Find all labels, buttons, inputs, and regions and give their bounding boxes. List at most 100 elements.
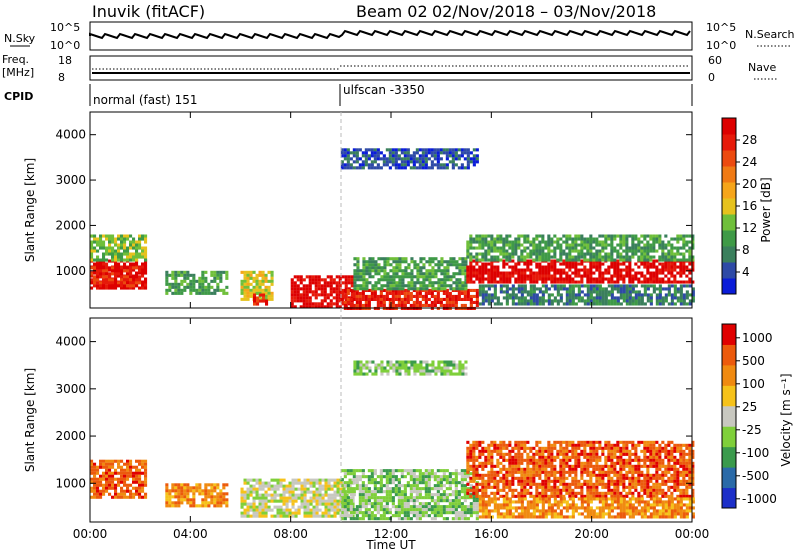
heatmap-cell xyxy=(132,268,136,272)
heatmap-cell xyxy=(383,260,387,264)
heatmap-cell xyxy=(457,496,461,500)
heatmap-cell xyxy=(631,237,635,241)
heatmap-cell xyxy=(475,505,479,509)
heatmap-cell xyxy=(296,296,300,300)
heatmap-cell xyxy=(640,246,644,250)
heatmap-cell xyxy=(415,160,419,164)
heatmap-cell xyxy=(598,258,602,262)
heatmap-cell xyxy=(315,499,319,503)
heatmap-cell xyxy=(427,508,431,512)
heatmap-cell xyxy=(352,511,356,515)
heatmap-cell xyxy=(529,467,533,471)
heatmap-cell xyxy=(466,461,470,465)
heatmap-cell xyxy=(90,278,94,282)
heatmap-cell xyxy=(449,363,453,367)
heatmap-cell xyxy=(299,293,303,297)
heatmap-cell xyxy=(466,481,470,485)
heatmap-cell xyxy=(303,499,307,503)
heatmap-cell xyxy=(306,478,310,482)
heatmap-cell xyxy=(520,302,524,306)
heatmap-cell xyxy=(685,249,689,253)
heatmap-cell xyxy=(550,265,554,269)
heatmap-cell xyxy=(376,166,380,170)
heatmap-cell xyxy=(538,274,542,278)
heatmap-cell xyxy=(398,372,402,376)
heatmap-cell xyxy=(490,246,494,250)
heatmap-cell xyxy=(622,280,626,284)
heatmap-cell xyxy=(442,496,446,500)
heatmap-cell xyxy=(395,269,399,273)
heatmap-cell xyxy=(526,458,530,462)
heatmap-cell xyxy=(349,502,353,506)
heatmap-cell xyxy=(421,294,425,298)
heatmap-cell xyxy=(397,505,401,509)
heatmap-cell xyxy=(303,484,307,488)
heatmap-cell xyxy=(210,489,214,493)
heatmap-cell xyxy=(589,284,593,288)
heatmap-cell xyxy=(186,270,190,274)
heatmap-cell xyxy=(243,508,247,512)
heatmap-cell xyxy=(138,492,142,496)
heatmap-cell xyxy=(246,490,250,494)
heatmap-cell xyxy=(305,305,309,309)
heatmap-cell xyxy=(604,271,608,275)
heatmap-cell xyxy=(437,369,441,373)
heatmap-cell xyxy=(255,285,259,289)
heatmap-cell xyxy=(469,472,473,476)
heatmap-cell xyxy=(449,369,453,373)
heatmap-cell xyxy=(517,479,521,483)
heatmap-cell xyxy=(559,494,563,498)
heatmap-cell xyxy=(478,258,482,262)
heatmap-cell xyxy=(401,287,405,291)
heatmap-cell xyxy=(508,440,512,444)
heatmap-cell xyxy=(303,478,307,482)
heatmap-cell xyxy=(556,491,560,495)
heatmap-cell xyxy=(511,494,515,498)
heatmap-cell xyxy=(598,262,602,266)
heatmap-cell xyxy=(403,151,407,155)
heatmap-cell xyxy=(580,234,584,238)
heatmap-cell xyxy=(580,237,584,241)
heatmap-cell xyxy=(622,287,626,291)
heatmap-cell xyxy=(406,157,410,161)
heatmap-cell xyxy=(352,154,356,158)
heatmap-cell xyxy=(352,294,356,298)
heatmap-cell xyxy=(514,476,518,480)
heatmap-cell xyxy=(430,499,434,503)
heatmap-cell xyxy=(634,290,638,294)
heatmap-cell xyxy=(523,485,527,489)
heatmap-cell xyxy=(135,459,139,463)
heatmap-cell xyxy=(514,296,518,300)
heatmap-cell xyxy=(436,499,440,503)
heatmap-cell xyxy=(535,494,539,498)
heatmap-cell xyxy=(114,483,118,487)
heatmap-cell xyxy=(403,469,407,473)
heatmap-cell xyxy=(598,252,602,256)
heatmap-cell xyxy=(625,249,629,253)
heatmap-cell xyxy=(440,272,444,276)
heatmap-cell xyxy=(129,266,133,270)
heatmap-cell xyxy=(589,274,593,278)
heatmap-cell xyxy=(434,372,438,376)
heatmap-cell xyxy=(367,294,371,298)
heatmap-cell xyxy=(571,271,575,275)
heatmap-cell xyxy=(484,277,488,281)
heatmap-cell xyxy=(682,280,686,284)
heatmap-cell xyxy=(508,234,512,238)
heatmap-cell xyxy=(108,480,112,484)
heatmap-cell xyxy=(385,490,389,494)
heatmap-cell xyxy=(529,259,533,263)
heatmap-cell xyxy=(255,273,259,277)
heatmap-cell xyxy=(460,508,464,512)
heatmap-cell xyxy=(186,486,190,490)
heatmap-cell xyxy=(433,478,437,482)
heatmap-cell xyxy=(523,443,527,447)
heatmap-cell xyxy=(340,517,344,521)
heatmap-cell xyxy=(276,484,280,488)
heatmap-cell xyxy=(493,274,497,278)
heatmap-cell xyxy=(676,271,680,275)
heatmap-cell xyxy=(171,489,175,493)
heatmap-cell xyxy=(622,240,626,244)
heatmap-cell xyxy=(664,296,668,300)
heatmap-cell xyxy=(538,461,542,465)
